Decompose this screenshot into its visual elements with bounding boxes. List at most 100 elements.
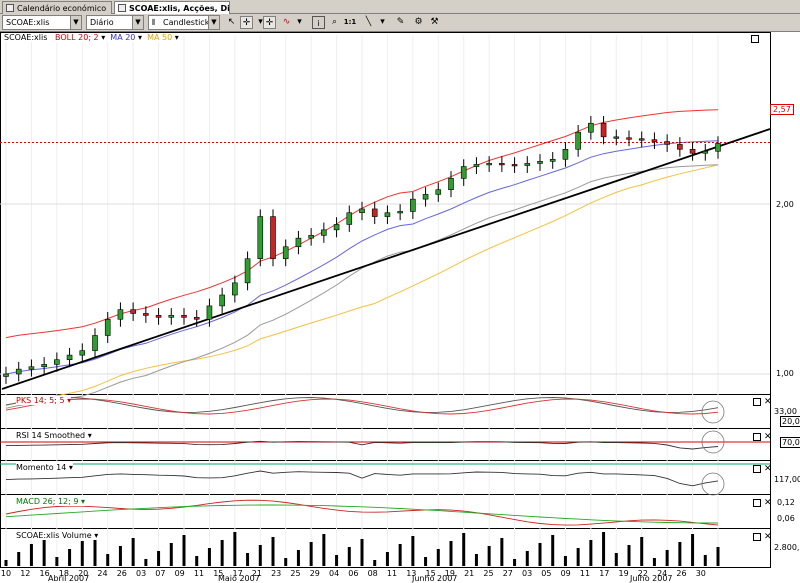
properties-icon[interactable]: ⚙ xyxy=(414,17,423,27)
volume-bar xyxy=(17,552,21,566)
date-label: 20 xyxy=(78,569,89,578)
candle xyxy=(677,144,683,150)
crosshair-alt-icon[interactable]: ✛ xyxy=(263,16,276,29)
indicator-icon[interactable]: ∿ xyxy=(282,17,291,27)
maximize-icon[interactable] xyxy=(753,433,761,441)
chevron-down-icon[interactable]: ▼ xyxy=(70,16,81,29)
chevron-down-icon[interactable]: ▼ xyxy=(132,16,143,29)
date-label: 25 xyxy=(483,569,494,578)
chevron-down-icon[interactable]: ▾ xyxy=(94,531,99,540)
month-label: Maio 2007 xyxy=(218,574,260,583)
zoom-icon[interactable]: ⌕ xyxy=(331,17,338,27)
candle xyxy=(3,373,9,377)
price-axis-label: 2,00 xyxy=(776,200,794,209)
boll-lower-line xyxy=(5,164,719,409)
crosshair-icon[interactable]: ✛ xyxy=(240,16,253,29)
date-label: 21 xyxy=(251,569,262,578)
indicator-dropdown-icon[interactable]: ▾ xyxy=(297,17,302,27)
volume-bar xyxy=(29,544,33,566)
crosshair-dropdown-icon[interactable]: ▾ xyxy=(258,17,263,27)
chevron-down-icon[interactable]: ▾ xyxy=(68,463,73,472)
chart-canvas[interactable] xyxy=(0,32,800,583)
chevron-down-icon[interactable]: ▼ xyxy=(208,16,219,29)
date-label: 12 xyxy=(20,569,31,578)
main-legend: SCOAE:xlis BOLL 20; 2 ▾ MA 20 ▾ MA 50 ▾ xyxy=(4,33,179,42)
volume-bar xyxy=(474,554,478,566)
close-icon[interactable]: ✕ xyxy=(764,498,772,508)
volume-bar xyxy=(436,549,440,566)
legend-ma50: MA 50 xyxy=(147,33,173,42)
volume-bar xyxy=(68,549,72,566)
trendline-dropdown-icon[interactable]: ▾ xyxy=(380,17,385,27)
candle xyxy=(117,309,124,320)
candle xyxy=(181,315,187,318)
close-icon[interactable]: ✕ xyxy=(764,397,772,407)
close-icon[interactable]: ✕ xyxy=(764,464,772,474)
pointer-icon[interactable]: ↖ xyxy=(227,17,236,27)
pane-frame xyxy=(0,428,771,461)
maximize-icon[interactable] xyxy=(751,35,759,43)
candle xyxy=(206,305,213,320)
maximize-icon[interactable] xyxy=(753,398,761,406)
date-label: 19 xyxy=(444,569,455,578)
candle xyxy=(155,315,162,318)
ratio-button[interactable]: 1:1 xyxy=(343,18,357,26)
chevron-down-icon[interactable]: ▾ xyxy=(87,431,92,440)
volume-bar xyxy=(220,540,224,566)
maximize-icon[interactable] xyxy=(753,499,761,507)
chart-icon xyxy=(118,4,126,12)
close-icon[interactable]: ✕ xyxy=(764,432,772,442)
maximize-icon[interactable] xyxy=(753,533,761,541)
pane-axis-label: 33,00 xyxy=(774,407,797,416)
candle xyxy=(613,136,620,139)
tools-icon[interactable]: ⚒ xyxy=(430,17,439,27)
date-label: 13 xyxy=(406,569,417,578)
chart-type-select[interactable]: ⫴ Candlestick ▼ xyxy=(148,15,220,30)
date-label: 11 xyxy=(579,569,591,578)
volume-bar xyxy=(652,558,656,566)
date-label: 26 xyxy=(116,569,127,578)
chevron-down-icon[interactable]: ▾ xyxy=(67,396,72,405)
trendline-icon[interactable]: ╲ xyxy=(365,17,372,27)
draw-tools-icon[interactable]: ✎ xyxy=(396,17,405,27)
volume-bar xyxy=(195,556,199,566)
candle xyxy=(549,158,556,162)
date-label: 17 xyxy=(599,569,610,578)
date-label: 24 xyxy=(97,569,108,578)
candle xyxy=(15,368,22,375)
volume-bar xyxy=(487,546,491,566)
calendar-icon xyxy=(6,4,14,12)
symbol-select[interactable]: SCOAE:xlis ▼ xyxy=(2,15,82,30)
tab-chart[interactable]: SCOAE:xlis, Acções, Diário xyxy=(114,1,230,14)
candle xyxy=(638,138,645,141)
chevron-down-icon[interactable]: ▾ xyxy=(174,33,179,42)
chevron-down-icon[interactable]: ▾ xyxy=(137,33,142,42)
chevron-down-icon[interactable]: ▾ xyxy=(81,497,86,506)
candle xyxy=(346,212,353,225)
volume-bar xyxy=(157,551,161,566)
candle xyxy=(92,335,98,351)
volume-bar xyxy=(373,560,377,566)
candle xyxy=(626,137,632,140)
chart-area[interactable]: SCOAE:xlis BOLL 20; 2 ▾ MA 20 ▾ MA 50 ▾ … xyxy=(0,32,800,583)
date-label: 19 xyxy=(618,569,629,578)
candlestick-icon: ⫴ xyxy=(152,18,156,27)
tab-economic-calendar[interactable]: Calendário económico xyxy=(2,1,112,14)
volume-bar xyxy=(207,548,211,566)
candle xyxy=(486,163,492,166)
candle xyxy=(219,294,225,307)
candle xyxy=(359,208,365,214)
candle xyxy=(308,235,314,239)
chevron-down-icon[interactable]: ▾ xyxy=(101,33,106,42)
period-select[interactable]: Diário ▼ xyxy=(86,15,144,30)
candle xyxy=(282,246,289,260)
volume-bar xyxy=(640,537,644,566)
volume-bar xyxy=(131,538,135,566)
info-icon[interactable]: i xyxy=(312,16,325,29)
volume-bar xyxy=(716,547,720,566)
close-icon[interactable]: ✕ xyxy=(764,532,772,542)
trend-line xyxy=(1,128,771,390)
volume-bar xyxy=(525,551,529,566)
tab-bar: Calendário económico SCOAE:xlis, Acções,… xyxy=(0,0,800,14)
maximize-icon[interactable] xyxy=(753,465,761,473)
